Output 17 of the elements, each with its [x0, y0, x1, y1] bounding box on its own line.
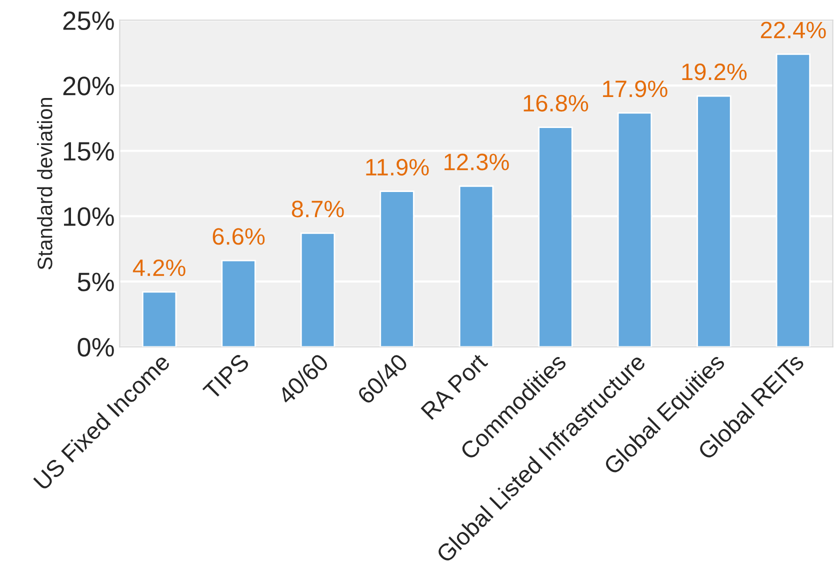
bar — [142, 291, 177, 347]
data-label: 22.4% — [760, 22, 826, 38]
y-tick-label: 25% — [63, 11, 114, 30]
data-label: 11.9% — [366, 158, 429, 176]
data-label: 16.8% — [524, 94, 588, 112]
y-tick-label: 10% — [64, 207, 114, 226]
y-axis-title: Standard deviation — [37, 98, 52, 270]
data-label: 6.6% — [212, 228, 265, 245]
data-label: 8.7% — [292, 200, 344, 218]
data-label: 19.2% — [682, 63, 747, 80]
y-tick-label: 0% — [78, 338, 114, 357]
data-label: 4.2% — [132, 259, 186, 276]
data-label: 12.3% — [444, 154, 509, 170]
data-label: 17.9% — [603, 80, 668, 98]
y-tick-label: 20% — [63, 76, 114, 96]
y-tick-label: 15% — [64, 142, 114, 161]
y-tick-label: 5% — [78, 272, 114, 292]
